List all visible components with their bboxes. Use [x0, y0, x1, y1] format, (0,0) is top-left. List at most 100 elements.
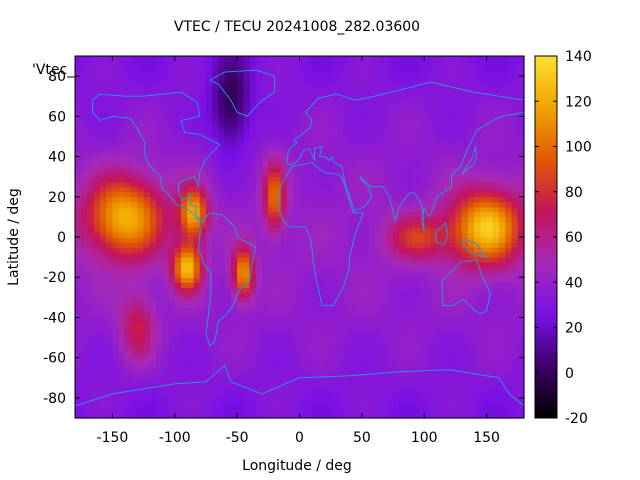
heatmap-cell: [118, 106, 126, 112]
heatmap-cell: [393, 252, 400, 258]
heatmap-cell: [262, 201, 269, 208]
heatmap-cell: [380, 287, 388, 293]
heatmap-cell: [355, 181, 363, 188]
heatmap-cell: [255, 412, 263, 419]
heatmap-cell: [268, 292, 276, 298]
heatmap-cell: [106, 161, 114, 168]
heatmap-cell: [187, 382, 195, 389]
heatmap-cell: [393, 317, 400, 324]
heatmap-cell: [274, 221, 282, 228]
heatmap-cell: [480, 292, 488, 298]
heatmap-cell: [280, 317, 288, 324]
heatmap-cell: [249, 392, 257, 399]
heatmap-cell: [399, 66, 407, 72]
heatmap-cell: [430, 71, 438, 77]
heatmap-cell: [374, 392, 382, 399]
heatmap-cell: [324, 277, 332, 283]
heatmap-cell: [393, 287, 400, 293]
heatmap-cell: [474, 146, 481, 153]
heatmap-cell: [324, 66, 332, 72]
heatmap-cell: [218, 201, 226, 208]
heatmap-cell: [168, 196, 176, 203]
heatmap-cell: [118, 307, 126, 314]
heatmap-cell: [455, 297, 463, 303]
heatmap-cell: [93, 337, 101, 344]
heatmap-cell: [156, 221, 163, 228]
heatmap-cell: [131, 131, 138, 138]
heatmap-cell: [224, 312, 232, 319]
heatmap-cell: [168, 216, 176, 223]
heatmap-cell: [81, 106, 89, 112]
heatmap-cell: [230, 216, 238, 223]
heatmap-cell: [181, 252, 188, 258]
heatmap-cell: [205, 282, 213, 288]
heatmap-cell: [268, 101, 276, 107]
heatmap-cell: [318, 252, 326, 258]
heatmap-cell: [99, 297, 107, 303]
heatmap-cell: [255, 156, 263, 163]
heatmap-cell: [137, 176, 145, 183]
heatmap-cell: [187, 96, 195, 102]
heatmap-cell: [87, 126, 95, 133]
heatmap-cell: [143, 277, 151, 283]
heatmap-cell: [280, 81, 288, 87]
heatmap-cell: [143, 76, 151, 82]
heatmap-cell: [168, 257, 176, 263]
heatmap-cell: [181, 302, 188, 308]
heatmap-cell: [249, 161, 257, 168]
heatmap-cell: [224, 307, 232, 314]
heatmap-cell: [212, 96, 220, 102]
heatmap-cell: [81, 151, 89, 158]
heatmap-cell: [156, 392, 163, 399]
heatmap-cell: [255, 327, 263, 334]
heatmap-cell: [324, 267, 332, 273]
heatmap-cell: [505, 342, 513, 349]
heatmap-cell: [131, 367, 138, 374]
heatmap-cell: [455, 91, 463, 97]
heatmap-cell: [330, 367, 338, 374]
heatmap-cell: [106, 56, 114, 62]
heatmap-cell: [318, 131, 326, 138]
heatmap-cell: [262, 327, 269, 334]
heatmap-cell: [168, 272, 176, 278]
heatmap-cell: [486, 347, 494, 354]
heatmap-cell: [374, 216, 382, 223]
heatmap-cell: [287, 342, 294, 349]
heatmap-cell: [106, 96, 114, 102]
heatmap-cell: [393, 116, 400, 122]
heatmap-cell: [143, 96, 151, 102]
heatmap-cell: [417, 287, 425, 293]
heatmap-cell: [224, 412, 232, 419]
heatmap-cell: [361, 221, 369, 228]
heatmap-cell: [156, 377, 163, 384]
heatmap-cell: [205, 242, 213, 248]
heatmap-cell: [405, 86, 413, 92]
heatmap-cell: [131, 106, 138, 112]
heatmap-cell: [474, 302, 481, 308]
heatmap-cell: [174, 221, 182, 228]
heatmap-cell: [149, 91, 157, 97]
heatmap-cell: [349, 362, 357, 369]
heatmap-cell: [305, 66, 313, 72]
heatmap-cell: [255, 101, 263, 107]
heatmap-cell: [393, 237, 400, 243]
heatmap-cell: [492, 96, 500, 102]
heatmap-cell: [486, 221, 494, 228]
heatmap-cell: [224, 231, 232, 238]
heatmap-cell: [193, 377, 201, 384]
heatmap-cell: [255, 397, 263, 404]
heatmap-cell: [131, 392, 138, 399]
heatmap-cell: [405, 402, 413, 409]
heatmap-cell: [361, 267, 369, 273]
heatmap-cell: [299, 267, 307, 273]
heatmap-cell: [305, 186, 313, 193]
heatmap-cell: [249, 196, 257, 203]
heatmap-cell: [131, 357, 138, 364]
heatmap-cell: [112, 221, 120, 228]
heatmap-cell: [112, 292, 120, 298]
heatmap-cell: [480, 156, 488, 163]
heatmap-cell: [380, 101, 388, 107]
heatmap-cell: [112, 211, 120, 218]
heatmap-cell: [124, 96, 132, 102]
heatmap-cell: [399, 101, 407, 107]
